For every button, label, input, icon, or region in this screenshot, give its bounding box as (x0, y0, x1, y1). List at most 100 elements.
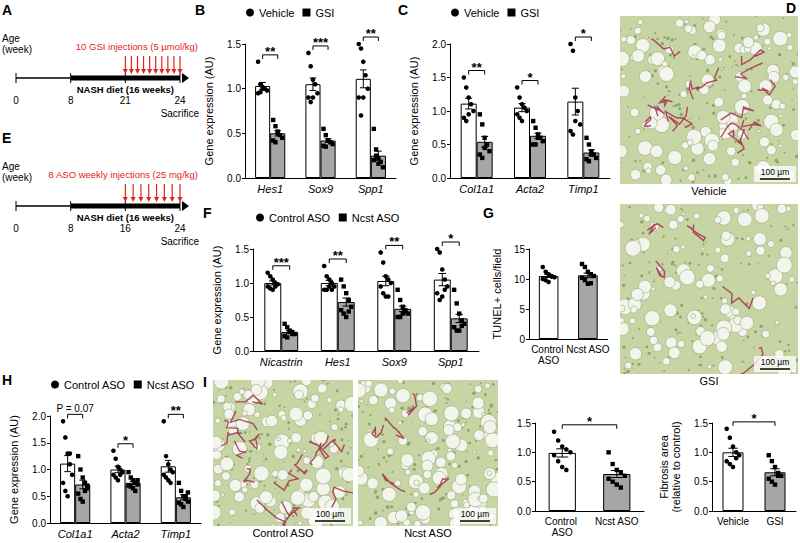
svg-text:10 GSI injections (5 µmol/kg): 10 GSI injections (5 µmol/kg) (76, 41, 198, 52)
svg-text:Vehicle: Vehicle (259, 7, 294, 19)
svg-text:100 µm: 100 µm (461, 509, 490, 519)
svg-text:0.0: 0.0 (432, 173, 446, 184)
svg-text:1.0: 1.0 (694, 447, 708, 458)
svg-text:0.0: 0.0 (517, 506, 531, 517)
svg-text:***: *** (274, 255, 290, 270)
svg-text:0.0: 0.0 (235, 346, 249, 357)
svg-text:Ncst ASO: Ncst ASO (147, 379, 195, 391)
svg-text:5: 5 (519, 304, 525, 315)
svg-text:8 ASO weekly injections (25 mg: 8 ASO weekly injections (25 mg/kg) (49, 169, 198, 180)
svg-text:2.0: 2.0 (432, 39, 446, 50)
svg-text:(week): (week) (2, 172, 32, 183)
svg-text:Ncst ASO: Ncst ASO (566, 344, 610, 355)
svg-text:NASH diet (16 weeks): NASH diet (16 weeks) (77, 212, 174, 223)
svg-text:0.0: 0.0 (694, 506, 708, 517)
svg-text:0: 0 (13, 95, 19, 106)
svg-text:1.5: 1.5 (227, 39, 241, 50)
svg-text:Ncst ASO: Ncst ASO (352, 212, 400, 224)
svg-text:Timp1: Timp1 (161, 528, 191, 540)
svg-text:1.5: 1.5 (432, 72, 446, 83)
svg-text:8: 8 (68, 95, 74, 106)
svg-text:0.5: 0.5 (432, 139, 446, 150)
svg-text:**: ** (472, 60, 483, 75)
svg-text:Gene expression (AU): Gene expression (AU) (203, 57, 215, 166)
svg-text:Acta2: Acta2 (515, 183, 544, 195)
svg-text:Vehicle: Vehicle (717, 516, 750, 527)
svg-text:0: 0 (13, 223, 19, 234)
svg-text:Age: Age (2, 161, 20, 172)
svg-text:1.0: 1.0 (32, 464, 46, 475)
svg-text:**: ** (389, 234, 400, 249)
svg-text:Fibrosis area: Fibrosis area (658, 434, 670, 498)
svg-text:*: * (448, 231, 454, 246)
svg-text:Sacrifice: Sacrifice (161, 108, 200, 119)
svg-text:0.5: 0.5 (235, 312, 249, 323)
svg-text:0.5: 0.5 (32, 491, 46, 502)
svg-text:Acta2: Acta2 (110, 528, 139, 540)
svg-text:Gene expression (AU): Gene expression (AU) (8, 415, 20, 524)
svg-text:0: 0 (519, 334, 525, 345)
svg-text:0.5: 0.5 (694, 476, 708, 487)
svg-text:*: * (751, 411, 757, 426)
svg-text:**: ** (171, 403, 182, 418)
svg-text:ASO: ASO (552, 527, 573, 538)
svg-text:0.0: 0.0 (32, 518, 46, 529)
svg-text:TUNEL+ cells/field: TUNEL+ cells/field (491, 249, 503, 340)
svg-text:Gene expression (AU): Gene expression (AU) (211, 246, 223, 355)
svg-text:GSI: GSI (315, 7, 334, 19)
svg-text:Spp1: Spp1 (438, 356, 464, 368)
svg-text:Control ASO: Control ASO (64, 379, 126, 391)
svg-text:Sacrifice: Sacrifice (161, 236, 200, 247)
svg-text:1.0: 1.0 (432, 106, 446, 117)
svg-text:2.0: 2.0 (32, 411, 46, 422)
svg-text:1.5: 1.5 (517, 418, 531, 429)
svg-text:GSI: GSI (520, 7, 539, 19)
svg-text:1.0: 1.0 (235, 278, 249, 289)
svg-text:Col1a1: Col1a1 (459, 183, 494, 195)
svg-text:**: ** (333, 248, 344, 263)
svg-text:8: 8 (68, 223, 74, 234)
svg-text:*: * (587, 414, 593, 429)
svg-text:*: * (581, 26, 587, 41)
svg-text:1.5: 1.5 (694, 418, 708, 429)
svg-text:10: 10 (514, 274, 526, 285)
svg-text:0.0: 0.0 (227, 173, 241, 184)
svg-text:21: 21 (120, 95, 132, 106)
svg-text:NASH diet (16 weeks): NASH diet (16 weeks) (77, 84, 174, 95)
svg-text:Spp1: Spp1 (358, 183, 384, 195)
svg-text:0.5: 0.5 (517, 476, 531, 487)
svg-text:15: 15 (514, 244, 526, 255)
svg-text:1.0: 1.0 (517, 447, 531, 458)
svg-text:Hes1: Hes1 (257, 183, 283, 195)
svg-text:**: ** (366, 26, 377, 41)
svg-text:100 µm: 100 µm (316, 509, 345, 519)
svg-text:Hes1: Hes1 (325, 356, 351, 368)
svg-text:**: ** (265, 44, 276, 59)
svg-text:(relative to control): (relative to control) (670, 421, 682, 512)
svg-text:P = 0.07: P = 0.07 (56, 403, 94, 414)
svg-text:100 µm: 100 µm (761, 167, 790, 177)
svg-text:Sox9: Sox9 (382, 356, 407, 368)
svg-text:Control: Control (545, 516, 580, 527)
svg-text:Vehicle: Vehicle (464, 7, 499, 19)
svg-text:GSI: GSI (766, 516, 783, 527)
svg-text:Gene expression (AU): Gene expression (AU) (408, 57, 420, 166)
svg-text:100 µm: 100 µm (761, 357, 790, 367)
svg-text:Timp1: Timp1 (568, 183, 598, 195)
svg-text:1.5: 1.5 (32, 437, 46, 448)
svg-text:1.5: 1.5 (235, 244, 249, 255)
svg-text:*: * (527, 70, 533, 85)
svg-text:0.5: 0.5 (227, 128, 241, 139)
svg-text:16: 16 (120, 223, 132, 234)
svg-text:24: 24 (174, 223, 186, 234)
svg-text:ASO: ASO (538, 355, 559, 366)
svg-text:Control: Control (531, 344, 566, 355)
svg-text:Ncst ASO: Ncst ASO (595, 516, 639, 527)
svg-text:(week): (week) (2, 44, 32, 55)
svg-text:Control ASO: Control ASO (269, 212, 331, 224)
svg-text:Nicastrin: Nicastrin (260, 356, 303, 368)
svg-text:24: 24 (174, 95, 186, 106)
svg-text:***: *** (313, 35, 329, 50)
svg-text:Age: Age (2, 33, 20, 44)
svg-text:Sox9: Sox9 (308, 183, 333, 195)
